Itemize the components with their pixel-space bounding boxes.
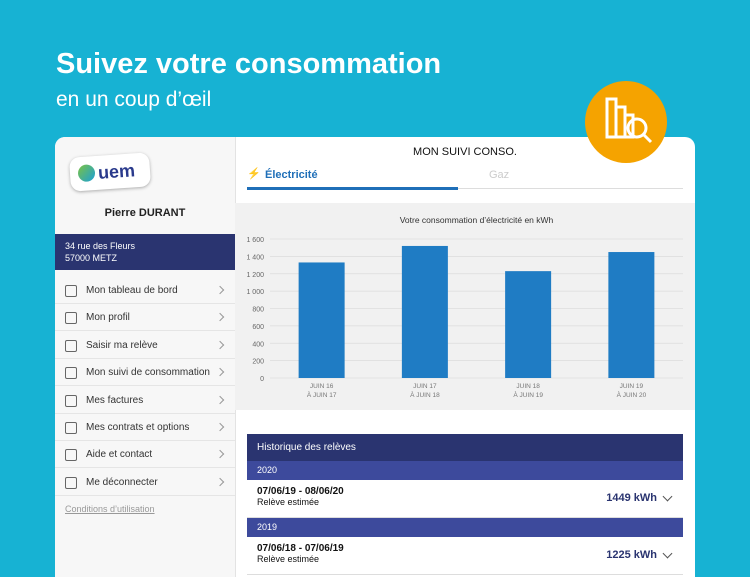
panel-title: MON SUIVI CONSO. bbox=[413, 146, 517, 158]
address-line: 34 rue des Fleurs bbox=[65, 241, 136, 251]
year: 2020 bbox=[247, 461, 683, 480]
menu-label: Me déconnecter bbox=[86, 476, 158, 488]
terms-link[interactable]: Conditions d’utilisation bbox=[65, 504, 155, 514]
chevron bbox=[215, 395, 225, 404]
menu-icon bbox=[65, 339, 77, 352]
chevron bbox=[215, 285, 225, 295]
reading-value: 1449 kWh bbox=[606, 492, 657, 504]
menu-item[interactable]: Mon tableau de bord bbox=[55, 277, 235, 304]
reading-type: Relève estimée bbox=[257, 554, 320, 564]
menu-label: Aide et contact bbox=[86, 449, 153, 461]
y-tick-label: 1 600 bbox=[246, 237, 264, 244]
address-line: 57000 METZ bbox=[65, 253, 118, 263]
y-tick-label: 1 000 bbox=[246, 289, 264, 296]
menu-item[interactable]: Me déconnecter bbox=[55, 469, 235, 496]
y-tick-label: 400 bbox=[252, 341, 264, 348]
menu-label: Mon suivi de consommation bbox=[86, 367, 210, 379]
x-tick-label: JUIN 19 bbox=[620, 383, 644, 390]
menu-icon bbox=[65, 312, 77, 325]
dates: 07/06/19 - 08/06/20 bbox=[257, 486, 344, 497]
headline: Suivez votre consommation bbox=[56, 48, 442, 80]
menu-item[interactable]: Mes factures bbox=[55, 387, 235, 414]
menu-icon bbox=[65, 476, 77, 489]
sidebar: uem Pierre DURANT 34 rue des Fleurs 5700… bbox=[55, 137, 236, 577]
menu-icon bbox=[65, 422, 77, 434]
chevron bbox=[215, 477, 225, 487]
menu-item[interactable]: Saisir ma relève bbox=[55, 332, 235, 359]
y-tick-label: 1 400 bbox=[246, 254, 264, 261]
y-tick-label: 0 bbox=[260, 376, 264, 383]
tab-underline bbox=[458, 188, 683, 189]
menu-item[interactable]: Mon profil bbox=[55, 304, 235, 332]
menu-item[interactable]: Mes contrats et options bbox=[55, 414, 235, 441]
menu-label: Saisir ma relève bbox=[86, 339, 158, 351]
chevron bbox=[215, 340, 225, 350]
address: 34 rue des Fleurs 57000 METZ bbox=[55, 234, 235, 270]
reading-type: Relève estimée bbox=[257, 497, 320, 507]
tab[interactable]: Électricité bbox=[265, 169, 318, 181]
menu-label: Mes contrats et options bbox=[86, 422, 190, 433]
reading[interactable]: 07/06/18 - 07/06/19 Relève estimée 1225 … bbox=[247, 537, 683, 575]
screen: {"header":{"title":"Suivez votre consomm… bbox=[0, 0, 750, 562]
x-tick-label: À JUIN 18 bbox=[410, 390, 440, 399]
history-title: Historique des relèves bbox=[247, 434, 683, 461]
y-tick-label: 200 bbox=[252, 359, 264, 366]
badge-icon bbox=[585, 81, 667, 163]
bar bbox=[401, 245, 448, 378]
main-panel: MON SUIVI CONSO. Électricité ⚡ Gaz Votre… bbox=[235, 137, 695, 577]
y-tick-label: 800 bbox=[252, 307, 264, 314]
subheadline: en un coup d’œil bbox=[56, 88, 212, 111]
tab-underline bbox=[247, 187, 458, 190]
x-tick-label: À JUIN 19 bbox=[513, 390, 543, 399]
bar bbox=[505, 271, 552, 378]
chevron bbox=[215, 313, 225, 322]
menu-item[interactable]: Aide et contact bbox=[55, 441, 235, 469]
app-window: uem Pierre DURANT 34 rue des Fleurs 5700… bbox=[55, 137, 695, 577]
chart-area: Votre consommation d’électricité en kWh 0… bbox=[235, 203, 695, 410]
chevron bbox=[215, 367, 225, 377]
chart: Votre consommation d’électricité en kWh 0… bbox=[246, 215, 683, 399]
y-tick-label: 600 bbox=[252, 324, 264, 331]
logo: uem bbox=[68, 152, 152, 192]
menu-item[interactable]: Mon suivi de consommation bbox=[55, 359, 235, 387]
menu-icon bbox=[65, 285, 77, 297]
reading[interactable]: 07/06/19 - 08/06/20 Relève estimée 1449 … bbox=[247, 480, 683, 518]
bar bbox=[298, 262, 345, 378]
tab-icon: ⚡ bbox=[247, 168, 261, 180]
history: Historique des relèves 2020 07/06/19 - 0… bbox=[247, 434, 683, 577]
menu-icon bbox=[65, 394, 77, 407]
menu-label: Mon profil bbox=[86, 312, 130, 324]
menu-label: Mon tableau de bord bbox=[86, 285, 178, 296]
user-name: Pierre DURANT bbox=[104, 207, 186, 219]
icon bbox=[605, 97, 653, 144]
x-tick-label: À JUIN 20 bbox=[617, 390, 647, 399]
x-tick-label: À JUIN 17 bbox=[307, 390, 337, 399]
reading-value: 1225 kWh bbox=[606, 549, 657, 561]
x-tick-label: JUIN 18 bbox=[516, 383, 540, 390]
menu-icon bbox=[65, 449, 77, 462]
chart-title: Votre consommation d’électricité en kWh bbox=[400, 215, 554, 225]
menu-icon bbox=[65, 367, 77, 380]
x-tick-label: JUIN 16 bbox=[310, 383, 334, 390]
bar bbox=[608, 252, 655, 378]
tab[interactable]: Gaz bbox=[489, 169, 510, 181]
y-tick-label: 1 200 bbox=[246, 272, 264, 279]
menu-label: Mes factures bbox=[86, 394, 144, 406]
x-tick-label: JUIN 17 bbox=[413, 383, 437, 390]
year: 2019 bbox=[247, 518, 683, 537]
dates: 07/06/18 - 07/06/19 bbox=[257, 543, 344, 554]
chevron bbox=[215, 450, 225, 459]
chevron bbox=[215, 422, 225, 432]
